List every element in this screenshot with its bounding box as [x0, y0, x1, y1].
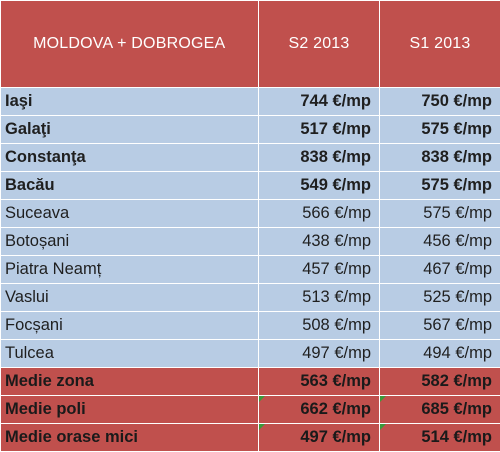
city-cell: Constanţa [1, 144, 259, 172]
s2-price-cell: 497 €/mp [259, 340, 380, 368]
header-s1-2013: S1 2013 [380, 1, 500, 88]
s1-price-cell: 567 €/mp [380, 312, 500, 340]
table-row: Vaslui 513 €/mp 525 €/mp [1, 284, 500, 312]
s2-price-cell: 838 €/mp [259, 144, 380, 172]
table-row: Constanţa 838 €/mp 838 €/mp [1, 144, 500, 172]
s2-price-cell: 457 €/mp [259, 256, 380, 284]
city-cell: Piatra Neamț [1, 256, 259, 284]
summary-label: Medie zona [1, 368, 259, 396]
summary-s1-cell: 514 €/mp [380, 424, 500, 452]
summary-label: Medie poli [1, 396, 259, 424]
s2-price-cell: 508 €/mp [259, 312, 380, 340]
header-region: MOLDOVA + DOBROGEA [1, 1, 259, 88]
s1-price-cell: 575 €/mp [380, 200, 500, 228]
summary-label: Medie orase mici [1, 424, 259, 452]
s1-price-cell: 838 €/mp [380, 144, 500, 172]
city-cell: Iaşi [1, 88, 259, 116]
summary-row-zona: Medie zona 563 €/mp 582 €/mp [1, 368, 500, 396]
s2-price-cell: 513 €/mp [259, 284, 380, 312]
city-cell: Suceava [1, 200, 259, 228]
s2-price-cell: 517 €/mp [259, 116, 380, 144]
city-cell: Botoșani [1, 228, 259, 256]
header-s2-2013: S2 2013 [259, 1, 380, 88]
summary-s1-cell: 685 €/mp [380, 396, 500, 424]
table-row: Botoșani 438 €/mp 456 €/mp [1, 228, 500, 256]
summary-s1-cell: 582 €/mp [380, 368, 500, 396]
table-row: Focșani 508 €/mp 567 €/mp [1, 312, 500, 340]
city-cell: Vaslui [1, 284, 259, 312]
table-row: Iaşi 744 €/mp 750 €/mp [1, 88, 500, 116]
s2-price-cell: 744 €/mp [259, 88, 380, 116]
summary-s2-cell: 497 €/mp [259, 424, 380, 452]
s1-price-cell: 494 €/mp [380, 340, 500, 368]
s1-price-cell: 456 €/mp [380, 228, 500, 256]
s1-price-cell: 750 €/mp [380, 88, 500, 116]
s1-price-cell: 467 €/mp [380, 256, 500, 284]
s1-price-cell: 575 €/mp [380, 116, 500, 144]
table-row: Tulcea 497 €/mp 494 €/mp [1, 340, 500, 368]
city-cell: Tulcea [1, 340, 259, 368]
summary-row-orase-mici: Medie orase mici 497 €/mp 514 €/mp [1, 424, 500, 452]
summary-row-poli: Medie poli 662 €/mp 685 €/mp [1, 396, 500, 424]
summary-s2-cell: 662 €/mp [259, 396, 380, 424]
s1-price-cell: 525 €/mp [380, 284, 500, 312]
s2-price-cell: 566 €/mp [259, 200, 380, 228]
table-row: Bacău 549 €/mp 575 €/mp [1, 172, 500, 200]
table-row: Galaţi 517 €/mp 575 €/mp [1, 116, 500, 144]
summary-s2-cell: 563 €/mp [259, 368, 380, 396]
s1-price-cell: 575 €/mp [380, 172, 500, 200]
s2-price-cell: 549 €/mp [259, 172, 380, 200]
s2-price-cell: 438 €/mp [259, 228, 380, 256]
table-row: Suceava 566 €/mp 575 €/mp [1, 200, 500, 228]
city-cell: Galaţi [1, 116, 259, 144]
city-cell: Bacău [1, 172, 259, 200]
header-row: MOLDOVA + DOBROGEA S2 2013 S1 2013 [1, 1, 500, 88]
city-cell: Focșani [1, 312, 259, 340]
table-row: Piatra Neamț 457 €/mp 467 €/mp [1, 256, 500, 284]
